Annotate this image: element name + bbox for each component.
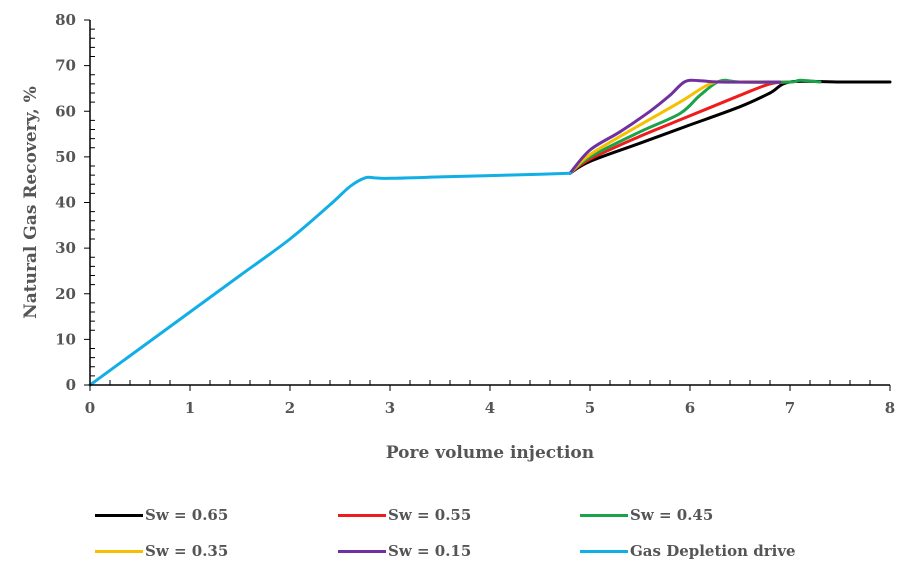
- legend-label: Sw = 0.35: [145, 542, 229, 560]
- legend-label: Sw = 0.45: [630, 506, 714, 524]
- legend-item: Sw = 0.45: [580, 506, 713, 524]
- y-tick-label: 80: [55, 11, 76, 29]
- legend-swatch: [95, 549, 143, 553]
- x-tick-label: 0: [85, 399, 95, 417]
- x-tick-label: 8: [885, 399, 895, 417]
- legend-label: Sw = 0.55: [388, 506, 472, 524]
- legend-item: Gas Depletion drive: [580, 542, 796, 560]
- legend-swatch: [338, 549, 386, 553]
- legend-swatch: [580, 513, 628, 517]
- y-axis-title: Natural Gas Recovery, %: [21, 86, 41, 319]
- x-tick-label: 7: [785, 399, 795, 417]
- legend-label: Sw = 0.15: [388, 542, 472, 560]
- plot-lines: [88, 78, 892, 387]
- legend-swatch: [338, 513, 386, 517]
- legend-swatch: [580, 549, 628, 553]
- legend-item: Sw = 0.15: [338, 542, 471, 560]
- x-tick-label: 6: [685, 399, 695, 417]
- y-tick-label: 60: [55, 102, 76, 120]
- legend-item: Sw = 0.35: [95, 542, 228, 560]
- x-tick-label: 4: [485, 399, 495, 417]
- series-line-4: [568, 78, 782, 175]
- legend-item: Sw = 0.55: [338, 506, 471, 524]
- axes: [84, 19, 891, 391]
- series-line-1: [568, 80, 792, 175]
- y-tick-label: 70: [55, 57, 76, 75]
- series-line-0: [568, 79, 892, 175]
- legend-label: Sw = 0.65: [145, 506, 229, 524]
- legend-label: Gas Depletion drive: [630, 542, 796, 560]
- x-tick-label: 2: [285, 399, 295, 417]
- y-tick-label: 50: [55, 148, 76, 166]
- legend-swatch: [95, 513, 143, 517]
- y-tick-label: 0: [66, 376, 76, 394]
- series-line-2: [568, 78, 822, 175]
- y-tick-label: 40: [55, 194, 76, 212]
- y-tick-label: 20: [55, 285, 76, 303]
- x-axis-title: Pore volume injection: [386, 443, 594, 463]
- x-tick-label: 1: [185, 399, 195, 417]
- y-tick-label: 30: [55, 239, 76, 257]
- legend-item: Sw = 0.65: [95, 506, 228, 524]
- x-tick-label: 5: [585, 399, 595, 417]
- series-line-5: [88, 171, 572, 387]
- y-tick-label: 10: [55, 330, 76, 348]
- x-tick-label: 3: [385, 399, 395, 417]
